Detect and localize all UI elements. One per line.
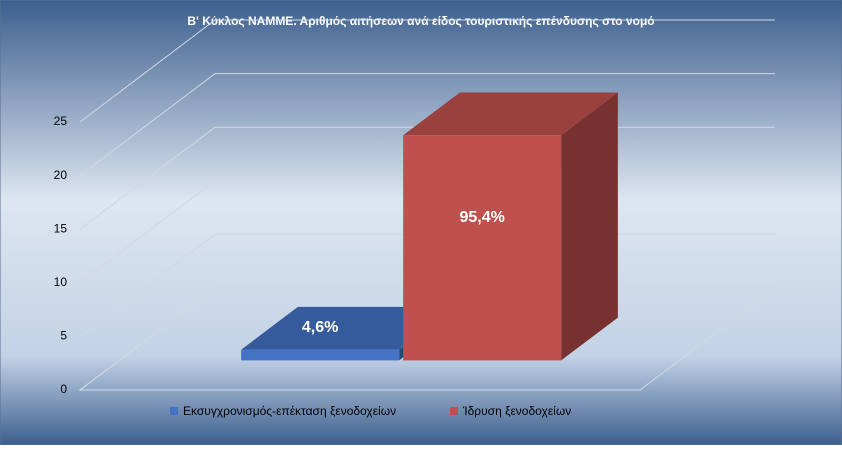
chart-title: Β' Κύκλος ΝΑΜΜΕ. Αριθμός αιτήσεων ανά εί… — [187, 14, 654, 28]
y-tick-label: 20 — [54, 168, 68, 182]
legend-label: Εκσυγχρονισμός-επέκταση ξενοδοχείων — [183, 404, 396, 418]
bar — [403, 135, 562, 361]
legend-swatch — [450, 407, 458, 415]
data-label: 4,6% — [302, 319, 338, 336]
data-label: 95,4% — [459, 209, 504, 226]
y-tick-label: 15 — [54, 221, 68, 235]
grid-line — [79, 19, 775, 123]
bar-top — [241, 306, 456, 350]
legend-label: Ίδρυση ξενοδοχείων — [462, 404, 571, 418]
legend-swatch — [170, 407, 178, 415]
bar-side — [561, 92, 618, 361]
y-tick-label: 0 — [60, 382, 67, 396]
grid-line — [79, 73, 775, 176]
y-tick-label: 25 — [54, 114, 68, 128]
bar — [241, 349, 400, 361]
y-tick-label: 10 — [54, 275, 68, 289]
bar-top — [403, 92, 618, 136]
y-tick-label: 5 — [60, 329, 67, 343]
